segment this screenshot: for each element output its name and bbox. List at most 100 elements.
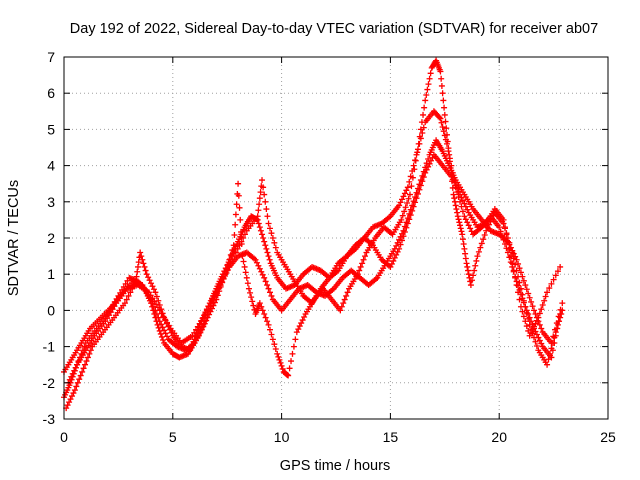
data-point: [446, 158, 453, 165]
data-point: [552, 272, 559, 279]
data-point: [548, 280, 555, 287]
data-point: [461, 213, 468, 220]
data-point: [83, 358, 90, 365]
data-point: [142, 267, 149, 274]
data-point: [231, 253, 238, 260]
data-point: [502, 224, 509, 231]
data-point: [153, 301, 160, 308]
data-point: [277, 359, 284, 366]
data-point: [400, 193, 407, 200]
data-point: [473, 257, 480, 264]
data-point: [149, 295, 156, 302]
data-point: [123, 296, 130, 303]
data-point: [341, 296, 348, 303]
data-point: [393, 242, 400, 249]
data-point: [426, 75, 433, 82]
data-point: [81, 343, 88, 350]
data-point: [289, 350, 296, 357]
data-point: [463, 260, 470, 267]
data-point: [258, 303, 265, 310]
data-point: [406, 178, 413, 185]
data-point: [459, 236, 466, 243]
data-point: [149, 283, 156, 290]
data-point: [419, 178, 426, 185]
data-point: [207, 308, 214, 315]
data-point: [84, 354, 91, 361]
data-point: [121, 300, 128, 307]
data-point: [531, 334, 538, 341]
data-point: [535, 314, 542, 321]
data-point: [470, 272, 477, 279]
data-point: [232, 221, 239, 228]
data-point: [393, 251, 400, 258]
data-point: [438, 75, 445, 82]
data-point: [107, 309, 114, 316]
data-point: [520, 313, 527, 320]
data-point: [265, 220, 272, 227]
data-point: [158, 310, 165, 317]
data-point: [261, 311, 268, 318]
data-point: [512, 274, 519, 281]
data-point: [250, 302, 257, 309]
data-point: [437, 115, 444, 122]
data-point: [531, 323, 538, 330]
y-tick-label: 7: [47, 49, 55, 65]
data-point: [538, 340, 545, 347]
data-point: [298, 320, 305, 327]
data-point: [362, 253, 369, 260]
data-point: [474, 253, 481, 260]
data-point: [405, 195, 412, 202]
data-point: [195, 332, 202, 339]
x-tick-label: 5: [169, 429, 177, 445]
data-point: [550, 276, 557, 283]
data-point: [447, 165, 454, 172]
y-tick-label: -2: [43, 375, 56, 391]
series-track-1: [61, 108, 564, 401]
data-point: [538, 306, 545, 313]
data-point: [410, 203, 417, 210]
data-point: [359, 260, 366, 267]
data-point: [523, 323, 530, 330]
data-point: [125, 292, 132, 299]
data-point: [459, 208, 466, 215]
data-point: [446, 151, 453, 158]
data-point: [515, 273, 522, 280]
data-point: [452, 182, 459, 189]
data-point: [556, 318, 563, 325]
data-point: [423, 166, 430, 173]
data-point: [290, 343, 297, 350]
data-point: [256, 195, 263, 202]
data-point: [163, 333, 170, 340]
y-tick-label: 2: [47, 230, 55, 246]
data-point: [266, 289, 273, 296]
data-point: [201, 320, 208, 327]
data-point: [337, 307, 344, 314]
chart-title: Day 192 of 2022, Sidereal Day-to-day VTE…: [70, 21, 598, 37]
data-point: [513, 256, 520, 263]
data-point: [225, 263, 232, 270]
data-point: [496, 224, 503, 231]
y-tick-label: 3: [47, 194, 55, 210]
data-point: [272, 346, 279, 353]
data-point: [285, 372, 292, 379]
data-point: [66, 376, 73, 383]
data-point: [296, 323, 303, 330]
data-point: [198, 326, 205, 333]
data-point: [451, 195, 458, 202]
data-point: [241, 263, 248, 270]
data-point: [457, 222, 464, 229]
data-point: [152, 289, 159, 296]
data-point: [409, 174, 416, 181]
data-point: [536, 310, 543, 317]
data-point: [200, 314, 207, 321]
data-point: [441, 111, 448, 118]
x-tick-label: 10: [274, 429, 290, 445]
data-point: [513, 282, 520, 289]
data-point: [161, 327, 168, 334]
data-point: [457, 198, 464, 205]
data-point: [550, 333, 557, 340]
data-point: [162, 330, 169, 337]
data-point: [135, 259, 142, 266]
data-point: [536, 337, 543, 344]
data-point: [275, 353, 282, 360]
